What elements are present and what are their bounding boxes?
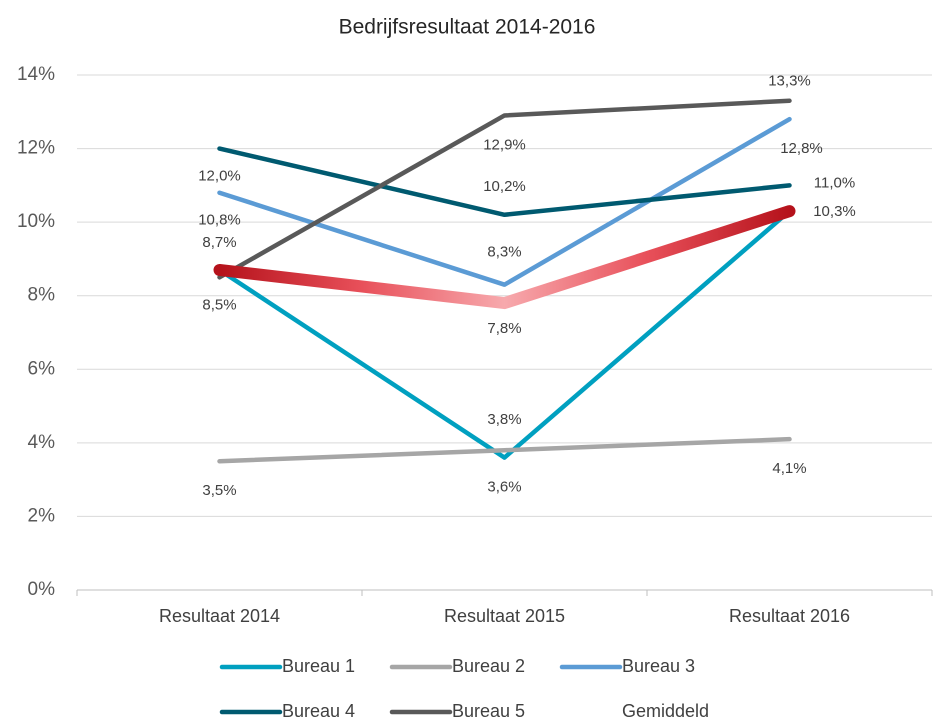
data-label: 7,8% [487, 320, 521, 337]
data-label: 4,1% [772, 460, 806, 477]
series-line [217, 208, 792, 460]
legend-label: Bureau 1 [282, 656, 355, 676]
data-label: 3,5% [202, 482, 236, 499]
y-tick-label: 0% [28, 579, 56, 600]
data-label: 12,9% [483, 136, 526, 153]
data-label: 10,8% [198, 212, 241, 229]
data-label: 12,0% [198, 168, 241, 185]
legend-label: Bureau 4 [282, 701, 355, 721]
data-label: 8,7% [202, 234, 236, 251]
legend-label: Bureau 2 [452, 656, 525, 676]
legend-label: Gemiddeld [622, 701, 709, 721]
y-tick-label: 4% [28, 432, 56, 453]
series-line [217, 436, 792, 464]
y-tick-label: 14% [17, 64, 55, 85]
data-label: 10,3% [813, 203, 856, 220]
x-tick-label: Resultaat 2015 [444, 606, 565, 626]
y-tick-label: 12% [17, 138, 55, 159]
chart-title: Bedrijfsresultaat 2014-2016 [339, 16, 596, 39]
series-line [213, 205, 796, 310]
data-label: 3,8% [487, 411, 521, 428]
data-label: 3,6% [487, 479, 521, 496]
data-label: 12,8% [780, 140, 823, 157]
data-label: 8,3% [487, 244, 521, 261]
data-label: 13,3% [768, 73, 811, 90]
y-tick-label: 10% [17, 211, 55, 232]
y-tick-label: 2% [28, 505, 56, 526]
data-label: 8,5% [202, 296, 236, 313]
legend-label: Bureau 3 [622, 656, 695, 676]
data-label: 10,2% [483, 178, 526, 195]
x-tick-label: Resultaat 2016 [729, 606, 850, 626]
series-line [217, 98, 792, 280]
x-tick-label: Resultaat 2014 [159, 606, 280, 626]
data-label: 11,0% [814, 174, 855, 191]
y-tick-label: 6% [28, 358, 56, 379]
legend-label: Bureau 5 [452, 701, 525, 721]
y-tick-label: 8% [28, 285, 56, 306]
series-line [217, 146, 792, 218]
